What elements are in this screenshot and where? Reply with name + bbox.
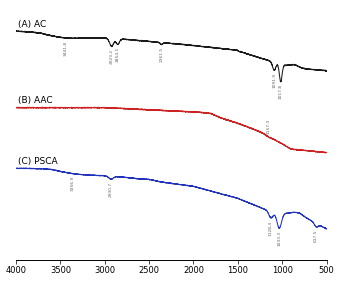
Text: 1033.3: 1033.3 (277, 231, 281, 246)
Text: 1017.8: 1017.8 (279, 84, 283, 99)
Text: 3356.9: 3356.9 (71, 176, 75, 191)
Text: (C) PSCA: (C) PSCA (18, 157, 57, 166)
Text: 617.5: 617.5 (314, 230, 318, 242)
Text: 2361.5: 2361.5 (159, 47, 164, 62)
Text: (B) AAC: (B) AAC (18, 96, 52, 105)
Text: 2854.1: 2854.1 (116, 47, 120, 62)
Text: 2930.7: 2930.7 (109, 182, 113, 197)
Text: 2923.2: 2923.2 (109, 49, 114, 64)
Text: (A) AC: (A) AC (18, 20, 46, 29)
Text: 1157.3: 1157.3 (266, 119, 270, 134)
Text: 1091.9: 1091.9 (272, 72, 276, 88)
Text: 3441.8: 3441.8 (64, 41, 68, 56)
Text: 1128.4: 1128.4 (269, 221, 273, 236)
